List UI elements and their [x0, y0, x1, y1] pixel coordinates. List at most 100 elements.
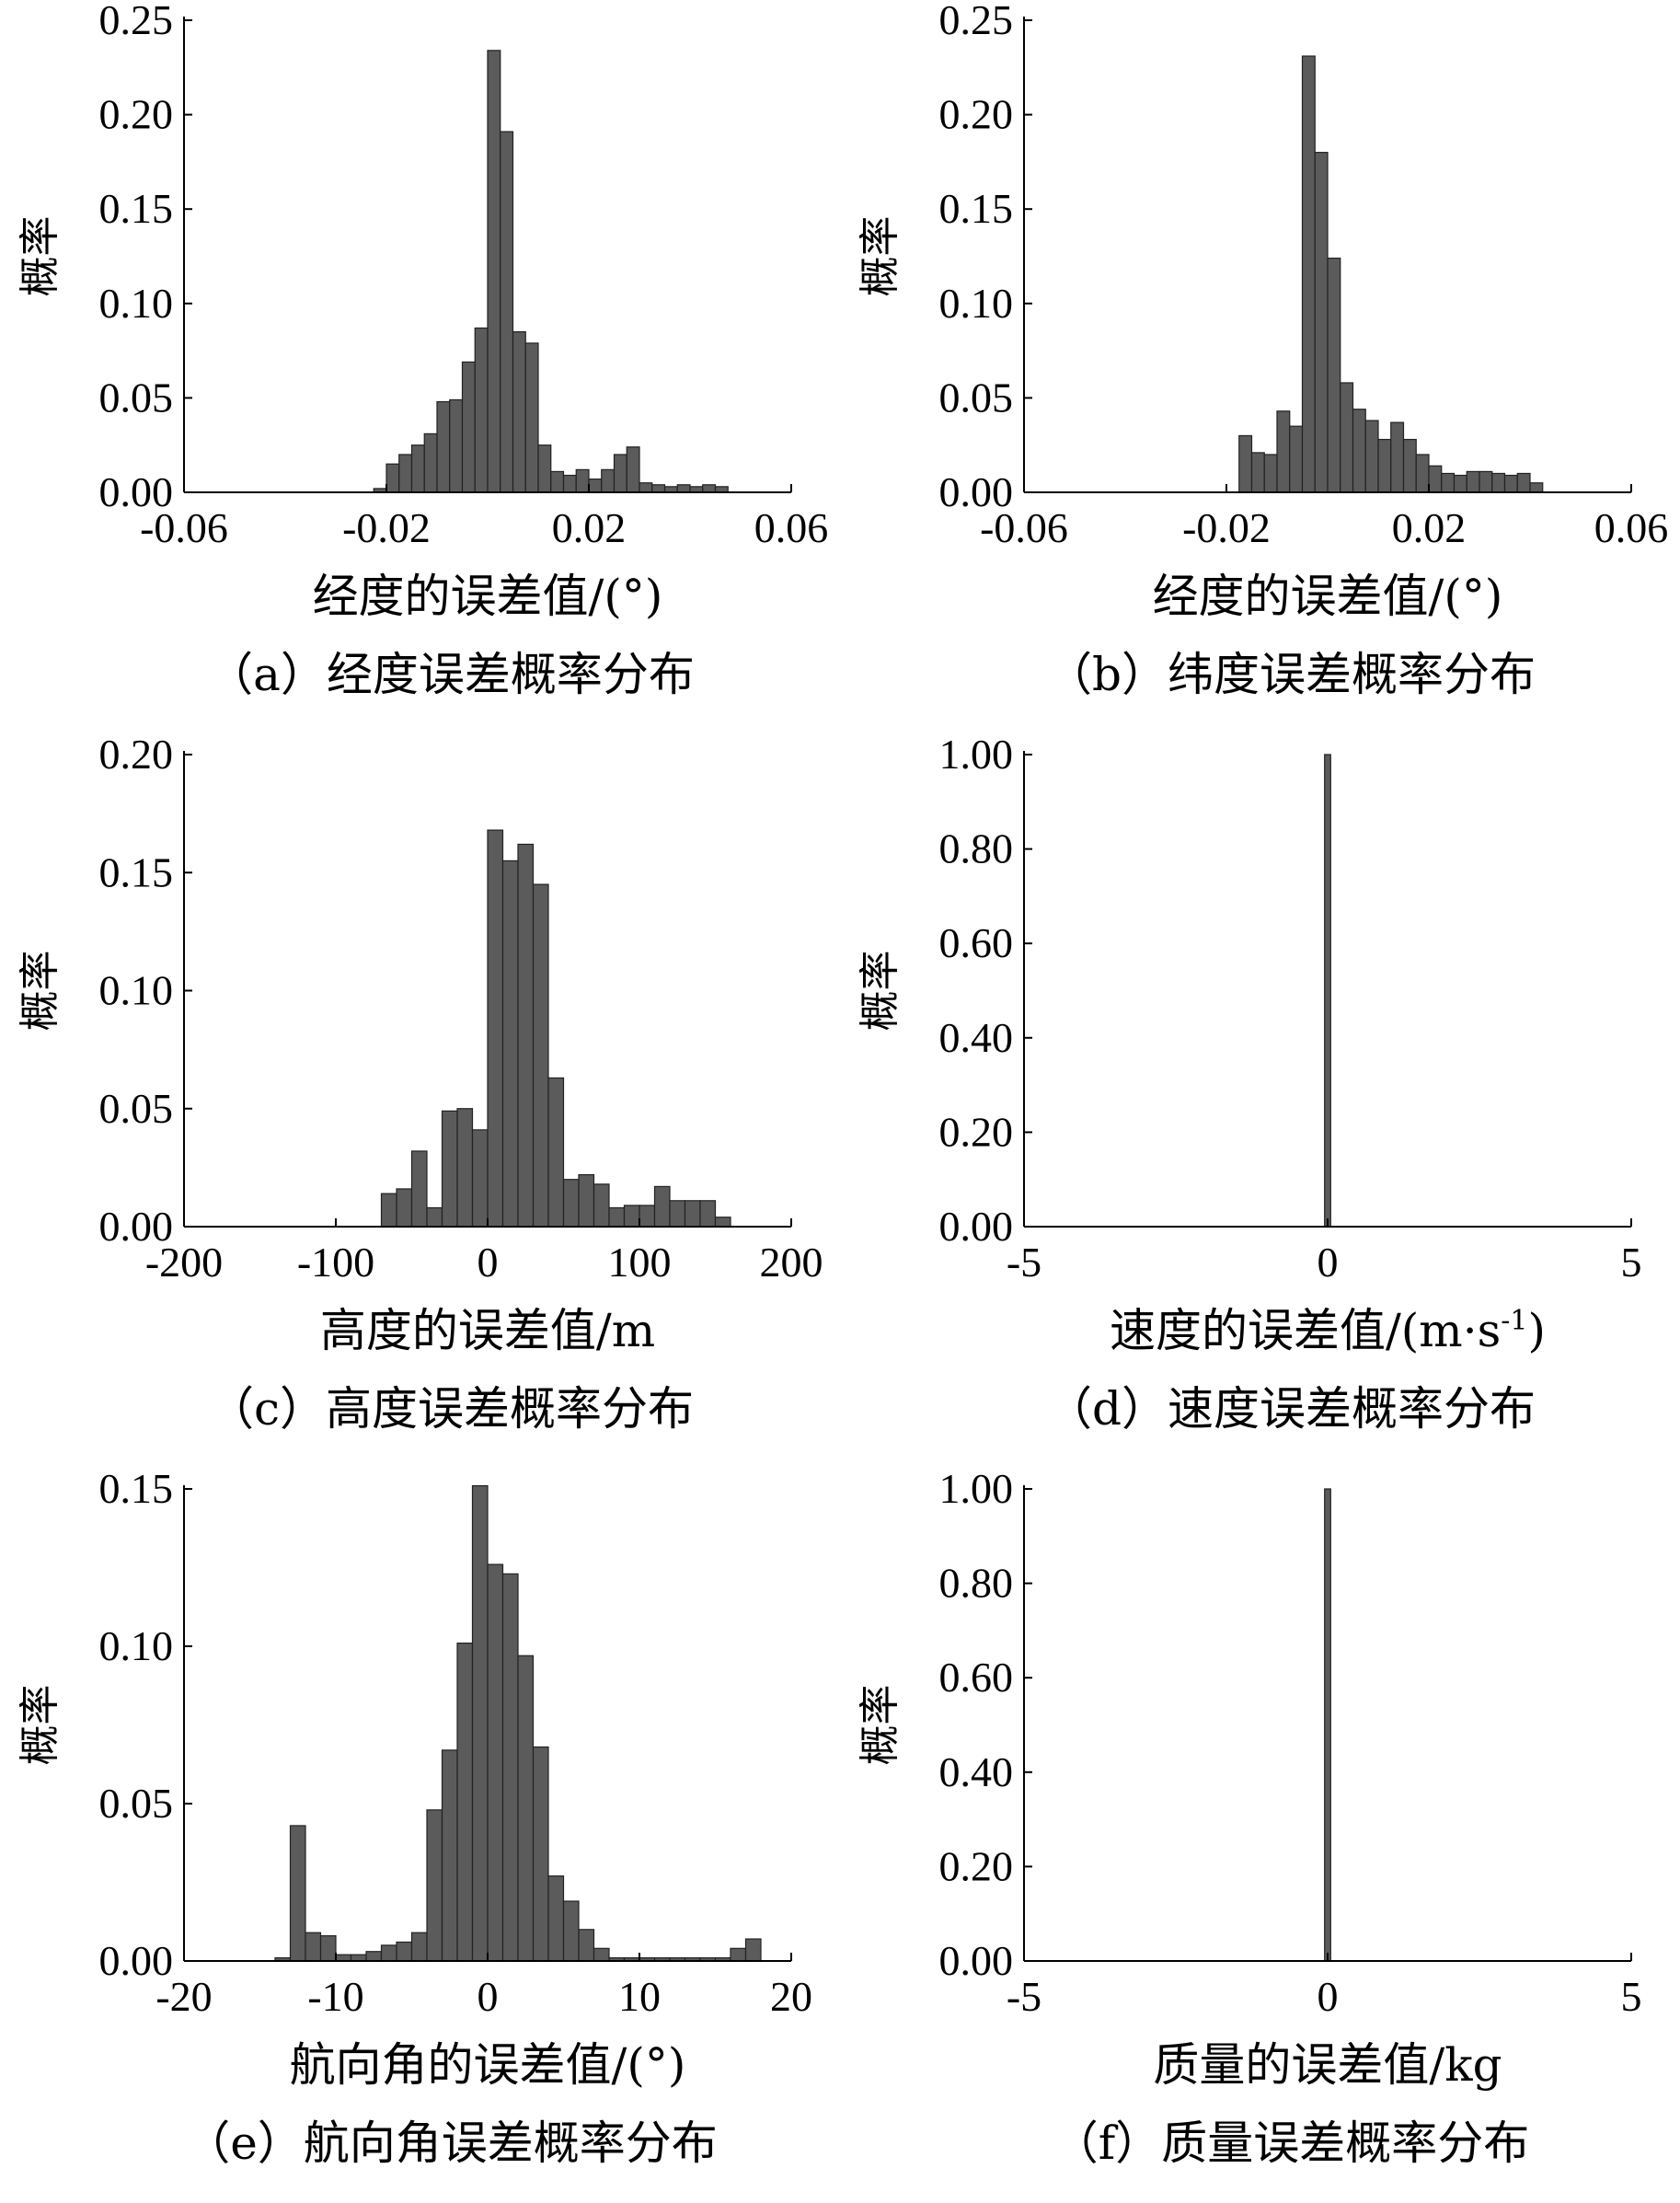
y-tick-label-a-2: 0.10: [99, 280, 174, 327]
x-tick-label-d-0: -5: [1007, 1239, 1041, 1286]
x-tick-label-e-0: -20: [155, 1973, 212, 2020]
bar-a-14: [550, 470, 565, 493]
x-tick-label-e-1: -10: [307, 1973, 363, 2020]
bar-a-8: [474, 327, 489, 493]
bars-a: [373, 50, 729, 493]
x-tick-label-b-1: -0.02: [1182, 504, 1271, 551]
bar-e-19: [562, 1900, 580, 1962]
x-tick-label-c-3: 100: [608, 1239, 672, 1286]
x-tick-label-d-2: 5: [1621, 1239, 1642, 1286]
x-axis-label-main-e: 航向角的误差值/(°): [290, 2038, 686, 2092]
caption-e: （e）航向角误差概率分布: [184, 2116, 718, 2170]
chart-svg-c: 0.00 0.05 0.10 0.15 0.20 -200 -100 0 100 200 概率高度的…: [17, 731, 823, 1436]
bar-b-10: [1364, 420, 1379, 493]
caption-c: （c）高度误差概率分布: [208, 1382, 694, 1436]
y-tick-label-d-3: 0.60: [939, 919, 1014, 966]
bar-c-9: [517, 843, 535, 1228]
caption-b: （b）纬度误差概率分布: [1046, 648, 1536, 701]
bar-a-15: [562, 474, 577, 493]
y-tick-label-c-0: 0.00: [99, 1203, 174, 1250]
bar-a-12: [524, 342, 539, 493]
x-axis-label-main-b: 经度的误差值/(°): [1153, 570, 1503, 623]
bar-e-16: [517, 1655, 535, 1962]
y-tick-label-f-3: 0.60: [939, 1654, 1014, 1701]
bar-a-4: [423, 433, 438, 493]
bar-a-10: [500, 131, 514, 493]
bar-c-3: [426, 1206, 443, 1228]
y-tick-label-c-1: 0.05: [99, 1085, 174, 1132]
x-tick-label-c-0: -200: [145, 1239, 223, 1286]
bar-a-21: [639, 482, 653, 493]
x-axis-label-a: 经度的误差值/(°): [313, 570, 663, 623]
bar-c-22: [714, 1217, 731, 1228]
bar-a-18: [601, 468, 616, 493]
x-tick-label-f-1: 0: [1318, 1973, 1339, 2020]
chart-svg-e: 0.00 0.05 0.10 0.15 -20 -10 0 10 20 概率航向角的误差值/(°)…: [17, 1465, 812, 2170]
x-tick-label-b-3: 0.06: [1594, 504, 1669, 551]
x-tick-label-c-2: 0: [478, 1239, 499, 1286]
bar-e-5: [350, 1954, 367, 1962]
bar-c-0: [380, 1193, 397, 1228]
bar-b-20: [1491, 472, 1506, 493]
bar-e-31: [744, 1938, 762, 1962]
bar-a-19: [613, 454, 627, 493]
chart-panel-f: 0.00 0.20 0.40 0.60 0.80 1.00 -5 0 5 概率 质量的误差值/kg （…: [840, 1465, 1680, 2203]
bar-b-2: [1263, 454, 1278, 493]
x-tick-label-e-2: 0: [478, 1973, 499, 2020]
chart-panel-d: 0.00 0.20 0.40 0.60 0.80 1.00 -5 0 5 概率 速度的误差值/(m·…: [840, 731, 1680, 1469]
caption-a: （a）经度误差概率分布: [207, 648, 695, 701]
bar-e-8: [396, 1941, 413, 1962]
bar-c-5: [456, 1108, 474, 1228]
x-tick-label-f-0: -5: [1007, 1973, 1041, 2020]
y-tick-label-a-0: 0.00: [99, 468, 174, 515]
x-axis-label-main-d: 速度的误差值/(m·s: [1110, 1304, 1501, 1357]
caption-f: （f）质量误差概率分布: [1053, 2116, 1530, 2170]
bar-b-9: [1352, 409, 1366, 493]
x-tick-label-a-3: 0.06: [754, 504, 829, 551]
bar-c-12: [562, 1179, 580, 1228]
bar-b-4: [1289, 425, 1304, 493]
x-axis-label-d: 速度的误差值/(m·s-1): [1110, 1304, 1546, 1357]
bar-c-11: [547, 1077, 565, 1228]
y-tick-label-f-0: 0.00: [939, 1937, 1014, 1984]
bar-e-20: [578, 1929, 595, 1962]
x-tick-label-a-0: -0.06: [140, 504, 228, 551]
y-tick-label-f-2: 0.40: [939, 1748, 1014, 1795]
bar-e-14: [487, 1563, 504, 1962]
bar-a-6: [449, 398, 464, 493]
bar-c-16: [623, 1205, 640, 1228]
x-axis-label-sup-d: -1: [1501, 1305, 1527, 1337]
bar-e-11: [441, 1749, 458, 1962]
bar-a-7: [461, 361, 476, 493]
bar-c-1: [396, 1188, 413, 1228]
bar-c-7: [487, 829, 504, 1228]
chart-svg-b: 0.00 0.05 0.10 0.15 0.20 0.25 -0.06 -0.02 0.02 0.…: [857, 0, 1669, 701]
bar-b-8: [1340, 382, 1354, 493]
bar-b-3: [1276, 410, 1291, 493]
y-tick-label-a-3: 0.15: [99, 185, 174, 232]
bar-b-11: [1377, 438, 1392, 493]
y-tick-label-c-3: 0.15: [99, 848, 174, 895]
y-axis-label-a: 概率: [17, 216, 63, 297]
bar-a-9: [487, 50, 501, 493]
bars-c: [380, 829, 731, 1228]
bar-c-19: [669, 1200, 686, 1228]
bar-c-20: [684, 1200, 701, 1228]
bar-c-14: [593, 1183, 610, 1228]
chart-svg-a: 0.00 0.05 0.10 0.15 0.20 0.25 -0.06 -0.02 0.02 0.…: [17, 0, 829, 701]
y-axis-label-e: 概率: [17, 1685, 63, 1766]
bar-d-0: [1324, 754, 1331, 1228]
bars-e: [274, 1484, 762, 1962]
chart-panel-e: 0.00 0.05 0.10 0.15 -20 -10 0 10 20 概率 航向角的误差值/(°)…: [0, 1465, 840, 2203]
bar-b-7: [1327, 257, 1341, 493]
bar-a-1: [385, 463, 400, 493]
bar-c-2: [410, 1150, 428, 1228]
bar-c-8: [501, 859, 519, 1228]
bar-a-24: [676, 484, 691, 493]
bar-e-6: [365, 1951, 383, 1962]
y-tick-label-f-5: 1.00: [939, 1465, 1014, 1512]
x-tick-label-c-1: -100: [297, 1239, 374, 1286]
bar-c-17: [639, 1205, 656, 1228]
y-tick-label-d-0: 0.00: [939, 1203, 1014, 1250]
